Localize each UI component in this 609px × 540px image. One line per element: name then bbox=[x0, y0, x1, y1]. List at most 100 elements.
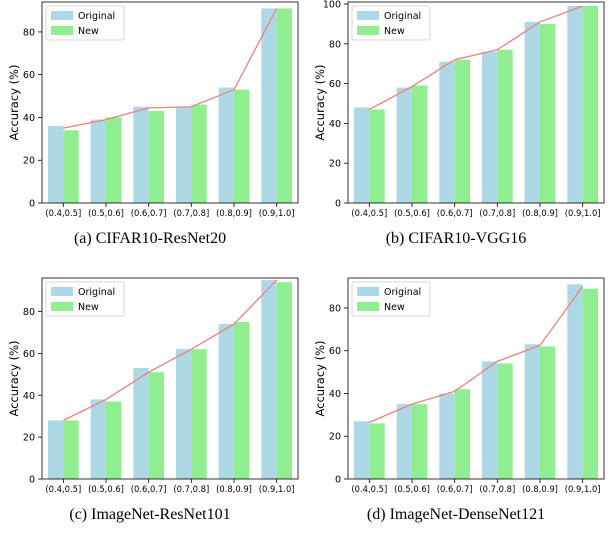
bar-new-4 bbox=[234, 89, 250, 203]
legend-label-new: New bbox=[78, 26, 99, 37]
x-tick-label-1: (0.5,0.6] bbox=[394, 208, 430, 218]
bar-new-5 bbox=[582, 5, 599, 204]
y-axis-label: Accuracy (%) bbox=[313, 64, 327, 140]
bar-original-4 bbox=[218, 87, 234, 203]
legend-label-original: Original bbox=[384, 11, 421, 22]
bar-original-5 bbox=[261, 8, 277, 203]
y-tick-label-2: 40 bbox=[23, 113, 35, 124]
legend-label-original: Original bbox=[78, 11, 115, 22]
y-tick-label-0: 0 bbox=[29, 199, 35, 210]
bar-original-5 bbox=[567, 284, 583, 479]
bar-original-4 bbox=[218, 324, 234, 479]
x-tick-label-3: (0.7,0.8] bbox=[479, 208, 515, 218]
plot-frame bbox=[41, 1, 299, 204]
legend-swatch-new bbox=[51, 302, 73, 311]
bar-original-0 bbox=[47, 420, 64, 480]
y-tick-label-3: 60 bbox=[23, 70, 35, 81]
bar-new-1 bbox=[412, 404, 428, 479]
chart-d-svg: 0 20 40 60 80 (0.4,0.5] (0.5,0.6] (0.6,0.7] (0.7… bbox=[313, 277, 605, 494]
legend-label-original: Original bbox=[78, 287, 115, 298]
chart-d-caption: (d) ImageNet-DenseNet121 bbox=[366, 506, 546, 523]
bar-new-2 bbox=[148, 111, 165, 203]
y-tick-label-4: 80 bbox=[329, 303, 341, 314]
y-tick-label-4: 80 bbox=[23, 27, 35, 38]
bar-new-0 bbox=[63, 420, 79, 480]
bar-original-3 bbox=[175, 106, 192, 203]
bar-new-4 bbox=[234, 321, 250, 479]
y-tick-label-3: 60 bbox=[23, 349, 35, 360]
bar-new-3 bbox=[191, 104, 207, 203]
trend-line bbox=[369, 286, 584, 423]
x-tick-label-4: (0.8,0.9] bbox=[522, 208, 558, 218]
x-tick-label-5: (0.9,1.0] bbox=[565, 484, 601, 494]
bar-original-5 bbox=[261, 280, 277, 479]
legend-label-new: New bbox=[384, 302, 405, 313]
chart-panel-d: 0 20 40 60 80 (0.4,0.5] (0.5,0.6] (0.6,0.7] (0.7… bbox=[306, 276, 606, 538]
bar-original-4 bbox=[524, 21, 540, 204]
y-tick-label-3: 60 bbox=[329, 79, 341, 90]
bar-new-3 bbox=[191, 349, 207, 479]
chart-panel-b: 0 20 40 60 80 100 (0.4,0.5] (0.5,0.6] (0.6,0.7] (… bbox=[306, 0, 606, 262]
bar-original-1 bbox=[396, 404, 412, 479]
bar-new-0 bbox=[369, 423, 385, 479]
bar-new-1 bbox=[106, 117, 122, 203]
bar-new-3 bbox=[497, 363, 513, 479]
plot-frame bbox=[41, 277, 299, 480]
chart-b-svg: 0 20 40 60 80 100 (0.4,0.5] (0.5,0.6] (0.6,0.7] (… bbox=[313, 0, 605, 218]
bar-new-1 bbox=[106, 401, 122, 479]
x-tick-label-1: (0.5,0.6] bbox=[394, 484, 430, 494]
bar-original-3 bbox=[481, 51, 498, 203]
y-tick-label-1: 20 bbox=[23, 433, 35, 444]
y-axis-label: Accuracy (%) bbox=[7, 340, 21, 416]
bar-new-0 bbox=[63, 130, 79, 203]
bar-original-0 bbox=[353, 421, 370, 479]
bar-original-2 bbox=[439, 393, 455, 479]
x-tick-label-0: (0.4,0.5] bbox=[351, 208, 387, 218]
y-tick-label-1: 20 bbox=[23, 156, 35, 167]
legend-swatch-new bbox=[51, 26, 73, 35]
y-tick-label-2: 40 bbox=[329, 389, 341, 400]
x-tick-label-5: (0.9,1.0] bbox=[565, 208, 601, 218]
chart-a-svg: 0 20 40 60 80 (0.4,0.5] (0.5,0.6] (0.6,0.7] (0.7… bbox=[7, 1, 299, 218]
chart-c-caption: (c) ImageNet-ResNet101 bbox=[69, 506, 231, 523]
y-tick-label-5: 100 bbox=[323, 0, 341, 10]
y-tick-label-0: 0 bbox=[29, 475, 35, 486]
x-tick-label-3: (0.7,0.8] bbox=[479, 484, 515, 494]
plot-frame bbox=[347, 1, 605, 204]
x-tick-label-3: (0.7,0.8] bbox=[173, 208, 209, 218]
bar-original-1 bbox=[90, 119, 106, 203]
chart-panel-a: 0 20 40 60 80 (0.4,0.5] (0.5,0.6] (0.6,0.7] (0.7… bbox=[0, 0, 300, 262]
legend-swatch-original bbox=[357, 11, 379, 20]
x-tick-label-0: (0.4,0.5] bbox=[351, 484, 387, 494]
bar-new-2 bbox=[148, 372, 165, 479]
bar-new-5 bbox=[276, 8, 293, 203]
bar-original-0 bbox=[47, 126, 64, 203]
bar-new-2 bbox=[454, 389, 471, 479]
chart-panel-c: 0 20 40 60 80 (0.4,0.5] (0.5,0.6] (0.6,0.7] (0.7… bbox=[0, 276, 300, 538]
x-tick-label-3: (0.7,0.8] bbox=[173, 484, 209, 494]
bar-original-2 bbox=[133, 106, 149, 203]
chart-c-svg: 0 20 40 60 80 (0.4,0.5] (0.5,0.6] (0.6,0.7] (0.7… bbox=[7, 277, 299, 494]
legend-label-new: New bbox=[384, 26, 405, 37]
legend-label-original: Original bbox=[384, 287, 421, 298]
y-axis-label: Accuracy (%) bbox=[313, 340, 327, 416]
x-tick-label-1: (0.5,0.6] bbox=[88, 208, 124, 218]
x-tick-label-4: (0.8,0.9] bbox=[216, 208, 252, 218]
x-tick-label-1: (0.5,0.6] bbox=[88, 484, 124, 494]
legend-label-new: New bbox=[78, 302, 99, 313]
x-tick-label-2: (0.6,0.7] bbox=[131, 484, 167, 494]
bar-original-1 bbox=[396, 87, 412, 203]
bar-new-5 bbox=[276, 282, 293, 479]
trend-line bbox=[63, 8, 278, 129]
y-tick-label-1: 20 bbox=[329, 159, 341, 170]
x-tick-label-4: (0.8,0.9] bbox=[522, 484, 558, 494]
trend-line bbox=[369, 5, 583, 111]
y-axis-label: Accuracy (%) bbox=[7, 64, 21, 140]
bar-original-2 bbox=[133, 368, 149, 479]
legend-swatch-original bbox=[357, 287, 379, 296]
x-tick-label-0: (0.4,0.5] bbox=[45, 484, 81, 494]
x-tick-label-0: (0.4,0.5] bbox=[45, 208, 81, 218]
bar-original-3 bbox=[175, 349, 192, 479]
trend-line bbox=[63, 279, 278, 421]
bar-new-1 bbox=[412, 85, 428, 203]
